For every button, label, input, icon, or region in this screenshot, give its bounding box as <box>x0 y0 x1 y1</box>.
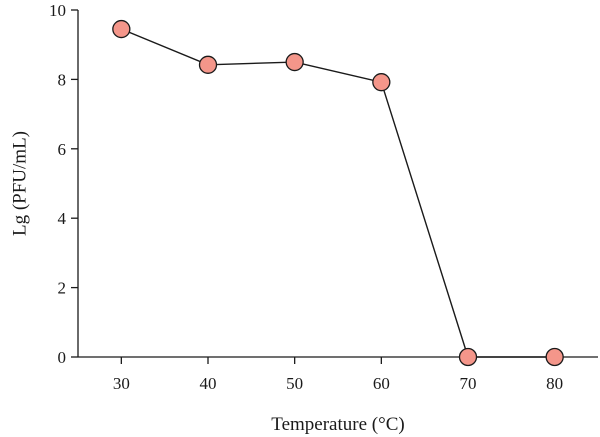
x-tick-label: 70 <box>460 374 477 393</box>
data-point <box>372 73 391 92</box>
y-tick-label: 0 <box>58 348 67 367</box>
series <box>112 19 564 367</box>
data-point <box>458 347 478 367</box>
data-point <box>285 52 304 72</box>
x-tick-label: 50 <box>286 374 303 393</box>
y-tick-label: 6 <box>58 140 67 159</box>
x-tick-label: 60 <box>373 374 390 393</box>
y-axis-title: Lg (PFU/mL) <box>9 131 30 236</box>
x-tick-label: 40 <box>200 374 217 393</box>
x-axis-ticks: 30 40 50 60 70 80 <box>113 357 563 393</box>
series-line <box>121 28 555 358</box>
y-axis-ticks: 0 2 4 6 8 10 <box>49 1 78 367</box>
y-tick-label: 8 <box>58 70 67 89</box>
data-point <box>198 55 218 74</box>
y-tick-label: 2 <box>58 279 67 298</box>
y-tick-label: 4 <box>58 209 67 228</box>
data-point <box>112 19 131 39</box>
data-point <box>545 347 564 367</box>
x-axis-title: Temperature (°C) <box>271 414 404 435</box>
x-tick-label: 80 <box>546 374 563 393</box>
y-tick-label: 10 <box>49 1 66 20</box>
axes <box>77 10 598 358</box>
x-tick-label: 30 <box>113 374 130 393</box>
